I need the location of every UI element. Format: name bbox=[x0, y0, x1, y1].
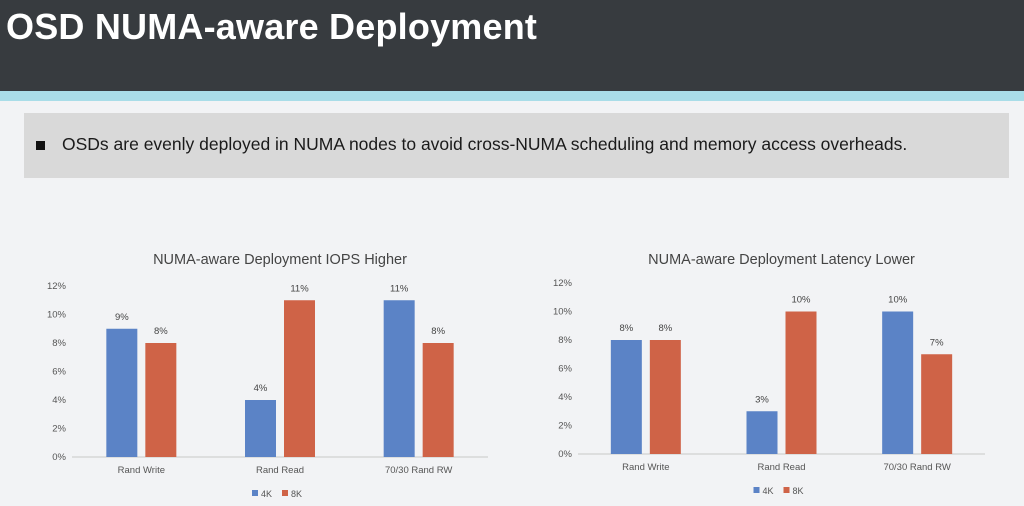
bar-8k bbox=[145, 343, 177, 457]
y-tick-label: 12% bbox=[47, 281, 67, 292]
y-tick-label: 6% bbox=[52, 367, 66, 378]
bar-4k bbox=[245, 400, 276, 457]
bar-value-label: 8% bbox=[154, 326, 168, 337]
bar-4k bbox=[610, 340, 642, 454]
bar-4k bbox=[882, 311, 914, 454]
bar-value-label: 10% bbox=[888, 295, 908, 306]
bar-4k bbox=[383, 300, 415, 457]
y-tick-label: 12% bbox=[553, 278, 573, 289]
y-tick-label: 0% bbox=[558, 449, 572, 460]
legend-swatch-4k bbox=[753, 487, 760, 493]
legend-label: 8K bbox=[291, 489, 302, 499]
chart-iops: NUMA-aware Deployment IOPS Higher 0% 2% 4% 6… bbox=[30, 240, 500, 506]
bar-8k bbox=[921, 354, 953, 454]
bullet-text: OSDs are evenly deployed in NUMA nodes t… bbox=[62, 134, 908, 154]
y-tick-label: 8% bbox=[52, 338, 66, 349]
category-label: Rand Read bbox=[757, 462, 805, 473]
y-tick-label: 2% bbox=[558, 421, 572, 432]
bullet-square-icon bbox=[36, 141, 45, 150]
bar-8k bbox=[785, 311, 817, 454]
slide-title: OSD NUMA-aware Deployment bbox=[6, 6, 538, 47]
legend-label: 8K bbox=[793, 486, 804, 496]
bar-value-label: 8% bbox=[431, 326, 445, 337]
category-label: 70/30 Rand RW bbox=[385, 465, 452, 476]
bar-8k bbox=[649, 340, 681, 454]
legend-swatch-4k bbox=[252, 490, 258, 496]
y-tick-label: 8% bbox=[558, 335, 572, 346]
category-label: Rand Read bbox=[256, 465, 304, 476]
category-label: 70/30 Rand RW bbox=[883, 462, 950, 473]
legend-swatch-8k bbox=[783, 487, 790, 493]
y-tick-label: 6% bbox=[558, 364, 572, 375]
chart-title: NUMA-aware Deployment IOPS Higher bbox=[153, 252, 407, 268]
bar-value-label: 3% bbox=[755, 394, 769, 405]
accent-divider bbox=[0, 91, 1024, 101]
bullet-box: OSDs are evenly deployed in NUMA nodes t… bbox=[24, 113, 1009, 178]
y-tick-label: 0% bbox=[52, 452, 66, 463]
bar-value-label: 9% bbox=[115, 312, 129, 323]
bar-4k bbox=[746, 411, 778, 454]
bar-value-label: 8% bbox=[658, 323, 672, 334]
category-label: Rand Write bbox=[118, 465, 165, 476]
bar-value-label: 4% bbox=[254, 383, 268, 394]
bar-8k bbox=[422, 343, 454, 457]
y-tick-label: 4% bbox=[52, 395, 66, 406]
legend-swatch-8k bbox=[282, 490, 288, 496]
y-tick-label: 10% bbox=[47, 310, 67, 321]
bar-value-label: 11% bbox=[390, 283, 409, 294]
chart-latency-svg: NUMA-aware Deployment Latency Lower 0% 2% 4… bbox=[553, 252, 985, 496]
bar-value-label: 10% bbox=[791, 295, 811, 306]
bar-value-label: 8% bbox=[619, 323, 633, 334]
bar-value-label: 7% bbox=[930, 337, 944, 348]
chart-title: NUMA-aware Deployment Latency Lower bbox=[648, 252, 915, 268]
y-tick-label: 4% bbox=[558, 392, 572, 403]
bar-4k bbox=[106, 328, 138, 457]
chart-latency: NUMA-aware Deployment Latency Lower 0% 2% 4… bbox=[530, 240, 1000, 506]
legend-label: 4K bbox=[261, 489, 272, 499]
slide-header: OSD NUMA-aware Deployment bbox=[0, 0, 1024, 91]
y-tick-label: 2% bbox=[52, 424, 66, 435]
y-tick-label: 10% bbox=[553, 307, 573, 318]
bar-value-label: 11% bbox=[290, 283, 309, 294]
bar-8k bbox=[284, 300, 315, 457]
legend-label: 4K bbox=[763, 486, 774, 496]
chart-iops-svg: NUMA-aware Deployment IOPS Higher 0% 2% 4% 6… bbox=[47, 252, 488, 499]
category-label: Rand Write bbox=[622, 462, 669, 473]
